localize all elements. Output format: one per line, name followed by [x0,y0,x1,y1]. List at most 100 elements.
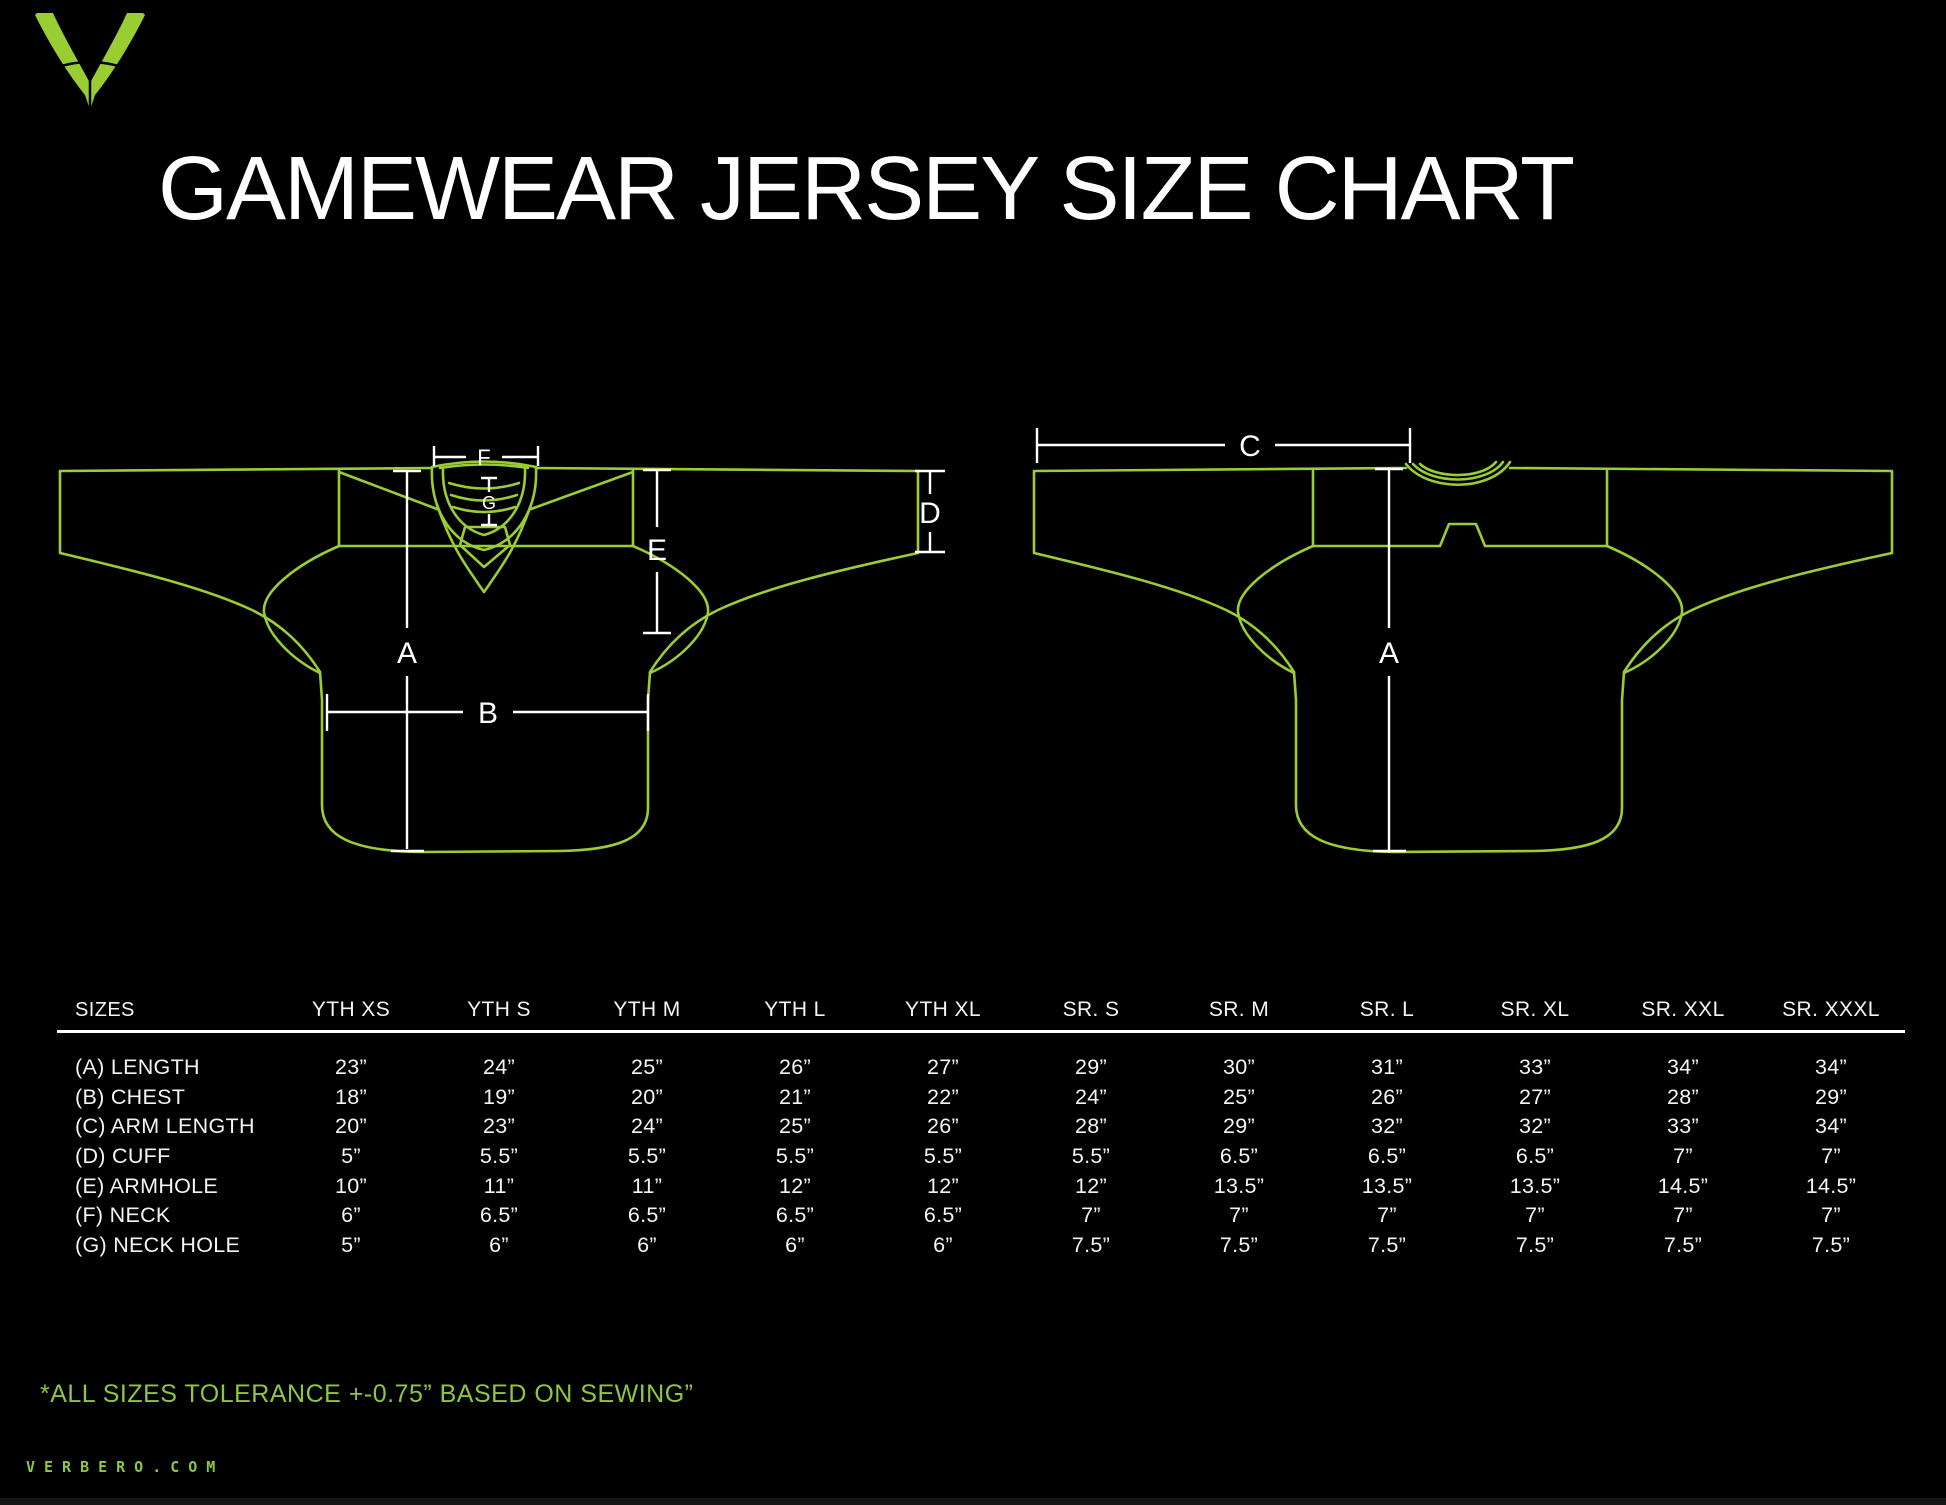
table-cell: 6” [785,1232,805,1257]
table-cell: 13.5” [1509,1173,1561,1198]
table-cell: 7” [1525,1203,1545,1228]
measure-label-armlength-c: C [1239,430,1261,463]
table-cell: 11” [483,1173,515,1198]
tolerance-footnote: *ALL SIZES TOLERANCE +-0.75” BASED ON SE… [40,1380,694,1408]
verbero-v-logo-icon [35,13,145,110]
table-cell: 5.5” [1071,1144,1111,1169]
table-row: (E) ARMHOLE 10” 11” 11” 12” 12” 12” 13.5” 13.5” 1… [57,1171,1905,1201]
table-cell: 7” [1377,1203,1397,1228]
row-label: (C) ARM LENGTH [75,1114,255,1139]
size-column-header: SR. XXL [1641,998,1725,1021]
table-cell: 18” [335,1084,367,1109]
front-jersey-outline [58,460,920,854]
table-cell: 27” [1519,1084,1551,1109]
table-cell: 23” [335,1055,367,1080]
table-cell: 6.5” [1219,1144,1259,1169]
table-cell: 28” [1075,1114,1107,1139]
table-cell: 6” [637,1232,657,1257]
table-cell: 6.5” [1367,1144,1407,1169]
table-cell: 32” [1519,1114,1551,1139]
size-column-header: SR. XL [1500,998,1570,1021]
table-cell: 12” [779,1173,811,1198]
table-cell: 5.5” [627,1144,667,1169]
table-cell: 14.5” [1805,1173,1857,1198]
table-row: (A) LENGTH 23” 24” 25” 26” 27” 29” 30” 31” 33” 34”… [57,1053,1905,1083]
table-cell: 6.5” [627,1203,667,1228]
row-label: (E) ARMHOLE [75,1173,219,1198]
table-cell: 20” [631,1084,663,1109]
table-cell: 30” [1223,1055,1255,1080]
table-cell: 20” [335,1114,367,1139]
table-cell: 6” [489,1232,509,1257]
table-cell: 7.5” [1811,1232,1851,1257]
measure-label-neck-f: F [477,445,490,470]
table-cell: 32” [1371,1114,1403,1139]
bottom-strip [0,1498,1946,1505]
table-cell: 24” [483,1055,515,1080]
table-row: (C) ARM LENGTH 20” 23” 24” 25” 26” 28” 29” 32” 32… [57,1112,1905,1142]
table-cell: 28” [1667,1084,1699,1109]
table-cell: 34” [1815,1055,1847,1080]
table-cell: 19” [483,1084,515,1109]
table-cell: 5.5” [775,1144,815,1169]
table-cell: 25” [779,1114,811,1139]
size-column-header: SR. L [1359,998,1415,1021]
table-cell: 6.5” [479,1203,519,1228]
table-cell: 23” [483,1114,515,1139]
back-measurement-marks: C A [1035,428,1412,853]
table-cell: 7.5” [1219,1232,1259,1257]
size-column-header: YTH XL [905,998,981,1021]
table-cell: 29” [1223,1114,1255,1139]
table-cell: 33” [1667,1114,1699,1139]
row-label: (A) LENGTH [75,1055,200,1080]
size-table-body: (A) LENGTH 23” 24” 25” 26” 27” 29” 30” 31” 33” 34”… [57,1033,1905,1260]
table-cell: 6” [933,1232,953,1257]
table-cell: 11” [631,1173,663,1198]
row-label: (B) CHEST [75,1084,186,1109]
measure-label-chest-b: B [478,697,498,730]
table-cell: 6” [341,1203,361,1228]
measure-label-cuff-d: D [919,497,941,530]
table-row: (F) NECK 6” 6.5” 6.5” 6.5” 6.5” 7” 7” 7” 7” 7” 7” [57,1201,1905,1231]
table-cell: 7” [1673,1144,1693,1169]
table-cell: 12” [1075,1173,1107,1198]
row-label: (F) NECK [75,1203,171,1228]
table-cell: 7.5” [1367,1232,1407,1257]
table-cell: 7” [1821,1144,1841,1169]
table-cell: 5.5” [479,1144,519,1169]
table-cell: 34” [1815,1114,1847,1139]
table-cell: 22” [927,1084,959,1109]
table-cell: 5.5” [923,1144,963,1169]
size-table-header: SIZES YTH XS YTH S YTH M YTH L YTH XL SR. S SR.… [57,970,1905,1033]
measure-label-length-a-front: A [397,637,417,670]
size-column-header: YTH S [467,998,531,1021]
measure-label-length-a-back: A [1379,637,1399,670]
table-cell: 7” [1081,1203,1101,1228]
table-cell: 21” [779,1084,811,1109]
page-title: GAMEWEAR JERSEY SIZE CHART [158,139,1575,239]
table-row: (D) CUFF 5” 5.5” 5.5” 5.5” 5.5” 5.5” 6.5” 6.5” 6.… [57,1142,1905,1172]
size-column-header: SR. S [1062,998,1120,1021]
table-cell: 6.5” [923,1203,963,1228]
table-cell: 7.5” [1663,1232,1703,1257]
size-column-header: SR. XXXL [1782,998,1880,1021]
sizes-column-header: SIZES [75,999,135,1021]
size-column-header: YTH L [764,998,826,1021]
table-cell: 7.5” [1515,1232,1555,1257]
table-cell: 12” [927,1173,959,1198]
table-cell: 26” [779,1055,811,1080]
size-table: SIZES YTH XS YTH S YTH M YTH L YTH XL SR. S SR.… [57,970,1905,1260]
table-cell: 34” [1667,1055,1699,1080]
front-measurement-marks: F G A B E D [325,445,945,853]
website-url: VERBERO.COM [26,1458,225,1476]
table-row: (B) CHEST 18” 19” 20” 21” 22” 24” 25” 26” 27” 28” 2… [57,1083,1905,1113]
measure-label-armhole-e: E [647,534,667,567]
table-cell: 33” [1519,1055,1551,1080]
table-cell: 7” [1673,1203,1693,1228]
table-cell: 5” [341,1232,361,1257]
table-cell: 25” [631,1055,663,1080]
table-cell: 7.5” [1071,1232,1111,1257]
back-jersey-outline [1032,460,1894,854]
table-cell: 24” [1075,1084,1107,1109]
